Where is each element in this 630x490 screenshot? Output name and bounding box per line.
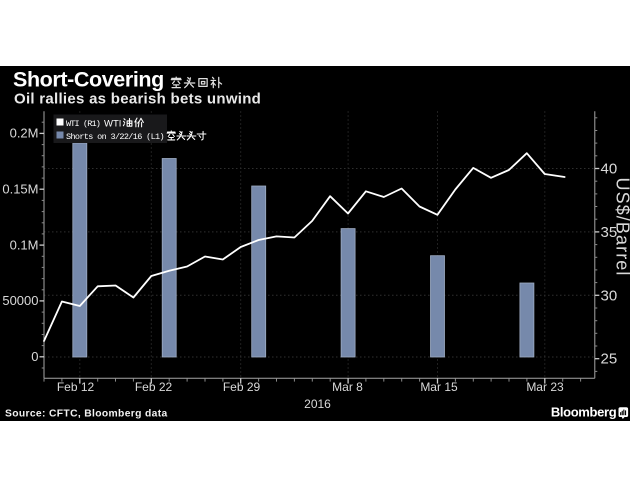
svg-text:Feb 12: Feb 12 bbox=[57, 380, 95, 394]
svg-text:0.2M: 0.2M bbox=[10, 126, 39, 141]
svg-text:0: 0 bbox=[31, 349, 38, 364]
svg-text:Short-Covering: Short-Covering bbox=[13, 67, 164, 91]
svg-text:WTI: WTI bbox=[104, 119, 121, 130]
svg-text:40: 40 bbox=[601, 161, 618, 178]
svg-text:Feb 22: Feb 22 bbox=[135, 380, 173, 394]
svg-text:Source: CFTC, Bloomberg data: Source: CFTC, Bloomberg data bbox=[5, 409, 168, 420]
svg-text:Bloomberg: Bloomberg bbox=[551, 404, 617, 419]
svg-text:25: 25 bbox=[601, 351, 618, 368]
svg-text:WTI (R1): WTI (R1) bbox=[66, 119, 100, 129]
svg-text:Shorts on 3/22/16 (L1): Shorts on 3/22/16 (L1) bbox=[66, 132, 164, 142]
svg-text:Feb 29: Feb 29 bbox=[223, 380, 261, 394]
svg-text:35: 35 bbox=[601, 224, 618, 241]
svg-text:Mar 23: Mar 23 bbox=[526, 380, 564, 394]
svg-text:Mar 8: Mar 8 bbox=[332, 380, 363, 394]
svg-text:30: 30 bbox=[601, 287, 618, 304]
svg-text:Oil rallies as bearish bets un: Oil rallies as bearish bets unwind bbox=[14, 91, 261, 108]
svg-text:0.15M: 0.15M bbox=[2, 182, 38, 197]
svg-text:50000: 50000 bbox=[2, 293, 38, 308]
svg-text:2016: 2016 bbox=[304, 397, 331, 411]
svg-text:Mar 15: Mar 15 bbox=[420, 380, 458, 394]
svg-text:US$/Barrel: US$/Barrel bbox=[613, 177, 630, 276]
svg-text:0.1M: 0.1M bbox=[10, 237, 39, 252]
